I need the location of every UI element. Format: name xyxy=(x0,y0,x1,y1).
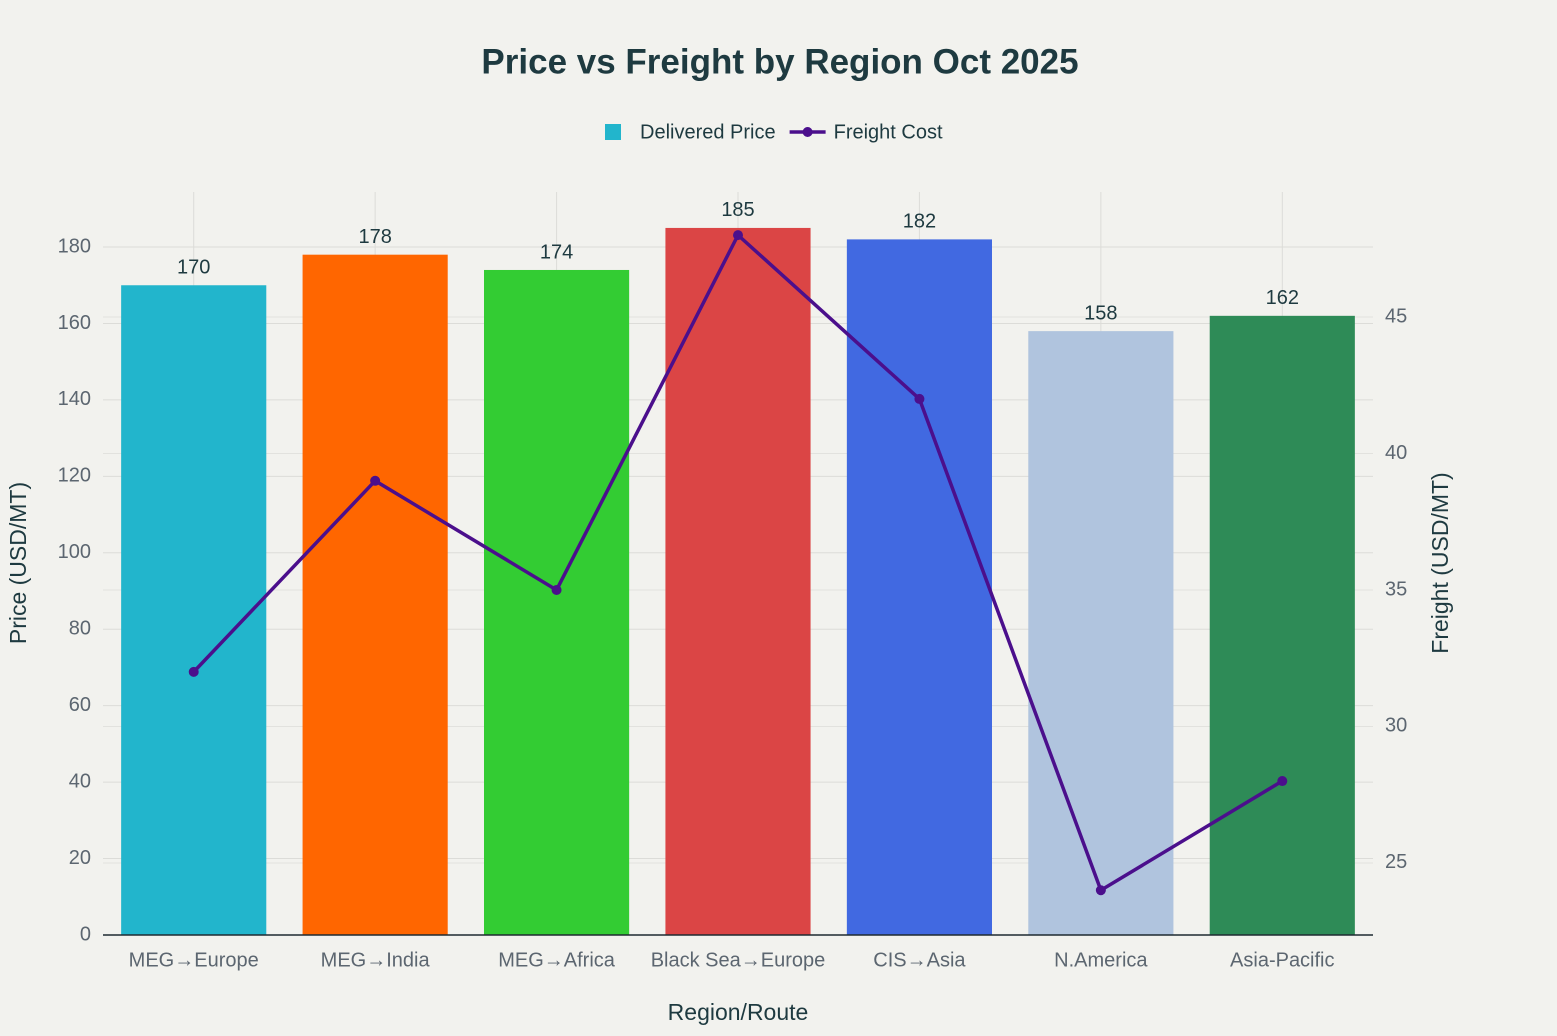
x-tick-label: MEG→Africa xyxy=(498,949,616,971)
line-marker xyxy=(1277,776,1288,787)
line-marker xyxy=(551,584,562,595)
y-tick-label: 180 xyxy=(58,235,91,257)
x-tick-label: Asia-Pacific xyxy=(1230,949,1334,971)
x-tick-label: MEG→India xyxy=(321,949,431,971)
y-tick-label: 20 xyxy=(69,847,91,869)
line-marker xyxy=(370,475,381,486)
legend-marker xyxy=(802,127,813,137)
legend-swatch xyxy=(605,124,621,140)
bar xyxy=(846,239,992,935)
bar xyxy=(121,285,267,935)
line-marker xyxy=(733,230,743,241)
legend-label: Freight Cost xyxy=(834,121,943,143)
data-label: 178 xyxy=(358,226,391,248)
data-label: 185 xyxy=(721,199,754,221)
bar xyxy=(665,227,811,936)
y-tick-label: 100 xyxy=(58,541,91,563)
y-tick-label: 160 xyxy=(58,312,91,334)
y-tick-label: 120 xyxy=(58,465,91,487)
data-label: 174 xyxy=(540,241,573,263)
bar xyxy=(302,254,448,935)
x-axis-title: Region/Route xyxy=(668,999,809,1025)
x-tick-label: CIS→Asia xyxy=(873,949,966,971)
y2-tick-label: 30 xyxy=(1385,715,1407,737)
chart-title: Price vs Freight by Region Oct 2025 xyxy=(481,42,1078,81)
x-tick-label: Black Sea→Europe xyxy=(651,949,826,971)
y-tick-label: 40 xyxy=(69,770,91,792)
y-tick-label: 60 xyxy=(69,694,91,716)
bar xyxy=(1209,315,1355,935)
line-marker xyxy=(1095,885,1106,896)
x-tick-label: N.America xyxy=(1054,949,1148,971)
y2-tick-label: 35 xyxy=(1385,578,1407,600)
data-label: 170 xyxy=(177,257,210,279)
y2-tick-label: 25 xyxy=(1385,851,1407,873)
x-tick-label: MEG→Europe xyxy=(129,949,259,971)
bar xyxy=(1028,331,1174,935)
y2-axis-title: Freight (USD/MT) xyxy=(1427,472,1453,653)
data-label: 158 xyxy=(1084,302,1117,324)
y2-tick-label: 40 xyxy=(1385,442,1407,464)
bar xyxy=(484,269,630,936)
y-axis-title: Price (USD/MT) xyxy=(5,482,31,644)
legend-label: Delivered Price xyxy=(640,121,776,143)
line-marker xyxy=(188,666,199,677)
data-label: 182 xyxy=(903,211,936,233)
y-tick-label: 80 xyxy=(69,618,91,640)
y2-tick-label: 45 xyxy=(1385,305,1407,327)
y-tick-label: 0 xyxy=(80,923,91,945)
y-tick-label: 140 xyxy=(58,388,91,410)
data-label: 162 xyxy=(1266,287,1299,309)
line-marker xyxy=(914,393,925,404)
